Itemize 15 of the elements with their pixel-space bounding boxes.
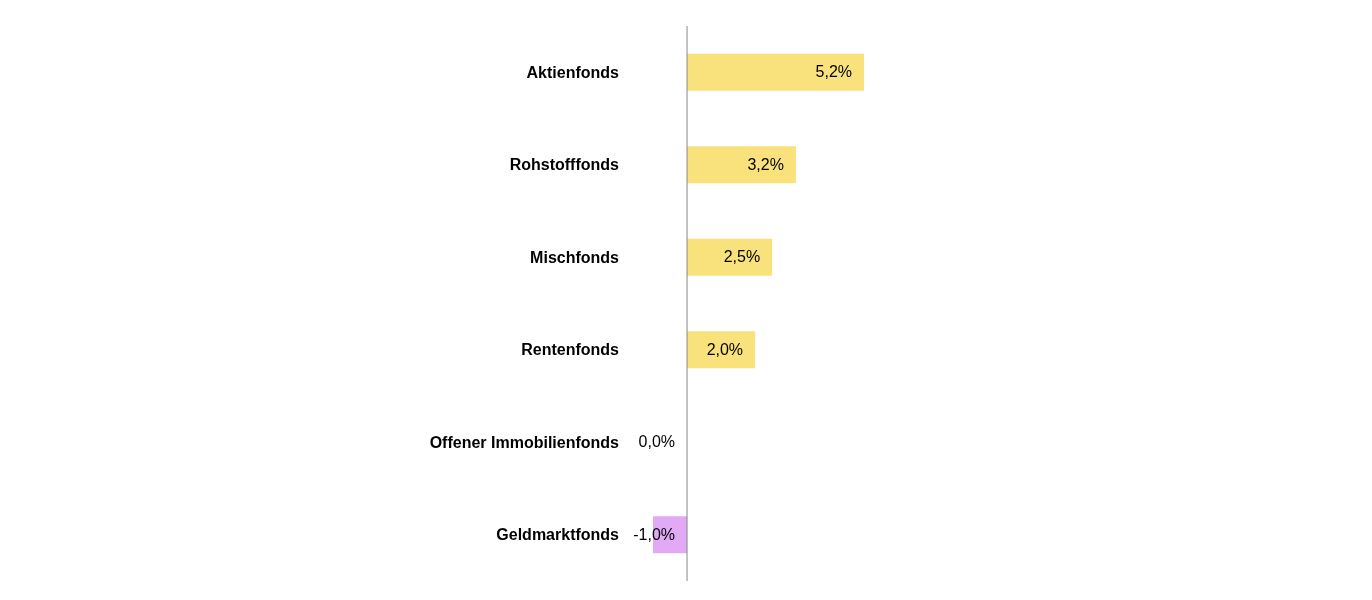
y-tick-label: Rohstofffonds [509, 156, 620, 174]
y-tick-label: Mischfonds [530, 248, 620, 266]
bar [687, 238, 773, 276]
y-tick-label: Rentenfonds [521, 341, 620, 359]
y-tick-label: Geldmarktfonds [496, 526, 620, 544]
bar [687, 146, 796, 184]
data-label: 3,2% [747, 155, 784, 173]
data-label: 2,5% [723, 248, 761, 266]
data-label: 5,2% [815, 63, 852, 81]
y-tick-label: Offener Immobilienfonds [429, 433, 620, 451]
y-tick-label: Aktienfonds [526, 63, 620, 81]
data-label: 0,0% [638, 433, 676, 451]
bar [687, 53, 864, 91]
data-label: -1,0% [633, 525, 676, 543]
data-label: 2,0% [706, 340, 744, 358]
